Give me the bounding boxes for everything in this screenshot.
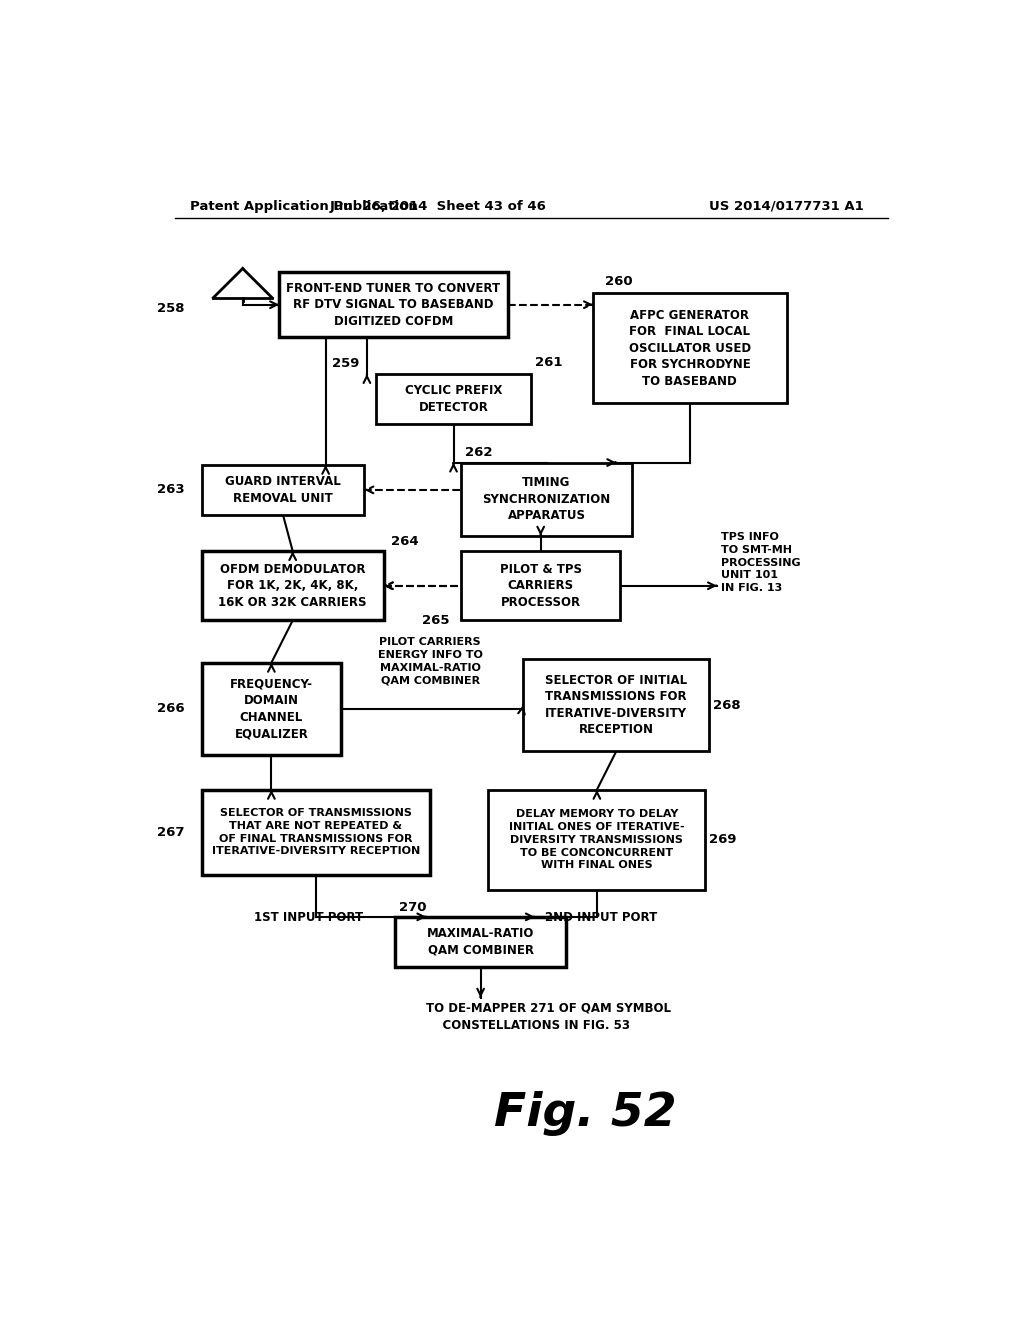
Text: 262: 262 [465, 446, 493, 459]
Text: OFDM DEMODULATOR
FOR 1K, 2K, 4K, 8K,
16K OR 32K CARRIERS: OFDM DEMODULATOR FOR 1K, 2K, 4K, 8K, 16K… [218, 562, 367, 609]
Text: 265: 265 [422, 614, 450, 627]
Bar [202, 552, 384, 620]
Text: 268: 268 [713, 698, 740, 711]
Text: GUARD INTERVAL
REMOVAL UNIT: GUARD INTERVAL REMOVAL UNIT [225, 475, 341, 504]
Text: 258: 258 [157, 302, 184, 315]
Bar [461, 552, 621, 620]
Bar [461, 462, 632, 536]
Text: 264: 264 [391, 535, 419, 548]
Bar [202, 789, 430, 875]
Text: 261: 261 [535, 356, 562, 370]
Text: TO DE-MAPPER 271 OF QAM SYMBOL
    CONSTELLATIONS IN FIG. 53: TO DE-MAPPER 271 OF QAM SYMBOL CONSTELLA… [426, 1002, 672, 1031]
Text: DELAY MEMORY TO DELAY
INITIAL ONES OF ITERATIVE-
DIVERSITY TRANSMISSIONS
TO BE C: DELAY MEMORY TO DELAY INITIAL ONES OF IT… [509, 809, 685, 870]
Text: 259: 259 [332, 356, 359, 370]
Text: PILOT & TPS
CARRIERS
PROCESSOR: PILOT & TPS CARRIERS PROCESSOR [500, 562, 582, 609]
Text: SELECTOR OF TRANSMISSIONS
THAT ARE NOT REPEATED &
OF FINAL TRANSMISSIONS FOR
ITE: SELECTOR OF TRANSMISSIONS THAT ARE NOT R… [212, 808, 420, 857]
Text: Jun. 26, 2014  Sheet 43 of 46: Jun. 26, 2014 Sheet 43 of 46 [330, 199, 547, 213]
Text: TPS INFO
TO SMT-MH
PROCESSING
UNIT 101
IN FIG. 13: TPS INFO TO SMT-MH PROCESSING UNIT 101 I… [721, 532, 801, 593]
Text: CYCLIC PREFIX
DETECTOR: CYCLIC PREFIX DETECTOR [404, 384, 502, 413]
Bar [593, 293, 786, 404]
Text: US 2014/0177731 A1: US 2014/0177731 A1 [710, 199, 864, 213]
Text: FRONT-END TUNER TO CONVERT
RF DTV SIGNAL TO BASEBAND
DIGITIZED COFDM: FRONT-END TUNER TO CONVERT RF DTV SIGNAL… [287, 281, 501, 327]
Text: 2ND INPUT PORT: 2ND INPUT PORT [545, 911, 656, 924]
Text: Fig. 52: Fig. 52 [494, 1090, 677, 1135]
Bar [395, 917, 566, 966]
Text: PILOT CARRIERS
ENERGY INFO TO
MAXIMAL-RATIO
QAM COMBINER: PILOT CARRIERS ENERGY INFO TO MAXIMAL-RA… [378, 638, 482, 686]
Text: AFPC GENERATOR
FOR  FINAL LOCAL
OSCILLATOR USED
FOR SYCHRODYNE
TO BASEBAND: AFPC GENERATOR FOR FINAL LOCAL OSCILLATO… [629, 309, 751, 388]
Text: 269: 269 [710, 833, 736, 846]
Bar [202, 465, 365, 515]
Text: 270: 270 [399, 902, 427, 915]
Text: SELECTOR OF INITIAL
TRANSMISSIONS FOR
ITERATIVE-DIVERSITY
RECEPTION: SELECTOR OF INITIAL TRANSMISSIONS FOR IT… [545, 673, 687, 737]
Text: TIMING
SYNCHRONIZATION
APPARATUS: TIMING SYNCHRONIZATION APPARATUS [482, 477, 610, 523]
Bar [376, 374, 531, 424]
Bar [202, 663, 341, 755]
Text: 1ST INPUT PORT: 1ST INPUT PORT [254, 911, 362, 924]
Text: FREQUENCY-
DOMAIN
CHANNEL
EQUALIZER: FREQUENCY- DOMAIN CHANNEL EQUALIZER [229, 677, 313, 741]
Bar [523, 659, 710, 751]
Text: 263: 263 [157, 483, 184, 496]
Text: 260: 260 [604, 275, 632, 288]
Bar [488, 789, 706, 890]
Text: MAXIMAL-RATIO
QAM COMBINER: MAXIMAL-RATIO QAM COMBINER [427, 927, 535, 957]
Text: 267: 267 [157, 825, 184, 838]
Text: 266: 266 [157, 702, 184, 715]
Text: Patent Application Publication: Patent Application Publication [190, 199, 418, 213]
Bar [280, 272, 508, 337]
